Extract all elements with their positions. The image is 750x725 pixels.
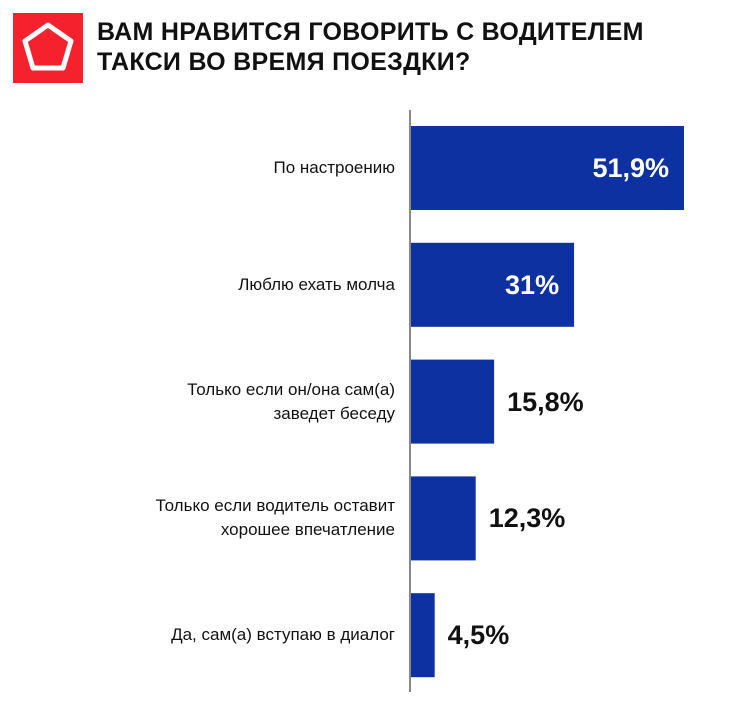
value-label: 31% <box>505 269 560 300</box>
category-label: Только если он/она сам(а) заведет беседу <box>187 378 395 426</box>
bar <box>411 126 684 210</box>
value-label: 51,9% <box>592 153 669 183</box>
category-label: По настроению <box>273 156 395 180</box>
category-label: Да, сам(а) вступаю в диалог <box>171 623 395 647</box>
category-label-line: Только если водитель оставит <box>155 496 395 516</box>
category-label-line: хорошее впечатление <box>220 520 395 540</box>
category-label-line: заведет беседу <box>273 403 396 423</box>
category-label: Люблю ехать молча <box>238 273 395 297</box>
category-label-line: Да, сам(а) вступаю в диалог <box>171 625 395 645</box>
title-line-1: ВАМ НРАВИТСЯ ГОВОРИТЬ С ВОДИТЕЛЕМ <box>97 18 644 46</box>
value-label: 15,8% <box>507 386 584 417</box>
logo <box>13 13 83 83</box>
bar <box>411 242 575 327</box>
title-line-2: ТАКСИ ВО ВРЕМЯ ПОЕЗДКИ? <box>97 48 471 76</box>
bar <box>411 359 495 444</box>
category-label-line: Люблю ехать молча <box>238 274 395 294</box>
value-label: 4,5% <box>447 620 510 651</box>
bar <box>411 593 435 678</box>
bar <box>411 476 476 561</box>
pentagon-icon <box>22 22 74 71</box>
category-label-line: Только если он/она сам(а) <box>187 379 395 399</box>
value-label: 12,3% <box>488 503 566 534</box>
category-label: Только если водитель оставит хорошее впеч… <box>156 494 395 542</box>
chart-title: ВАМ НРАВИТСЯ ГОВОРИТЬ С ВОДИТЕЛЕМ ТАКСИ … <box>97 17 644 77</box>
category-label-line: По настроению <box>273 158 395 177</box>
